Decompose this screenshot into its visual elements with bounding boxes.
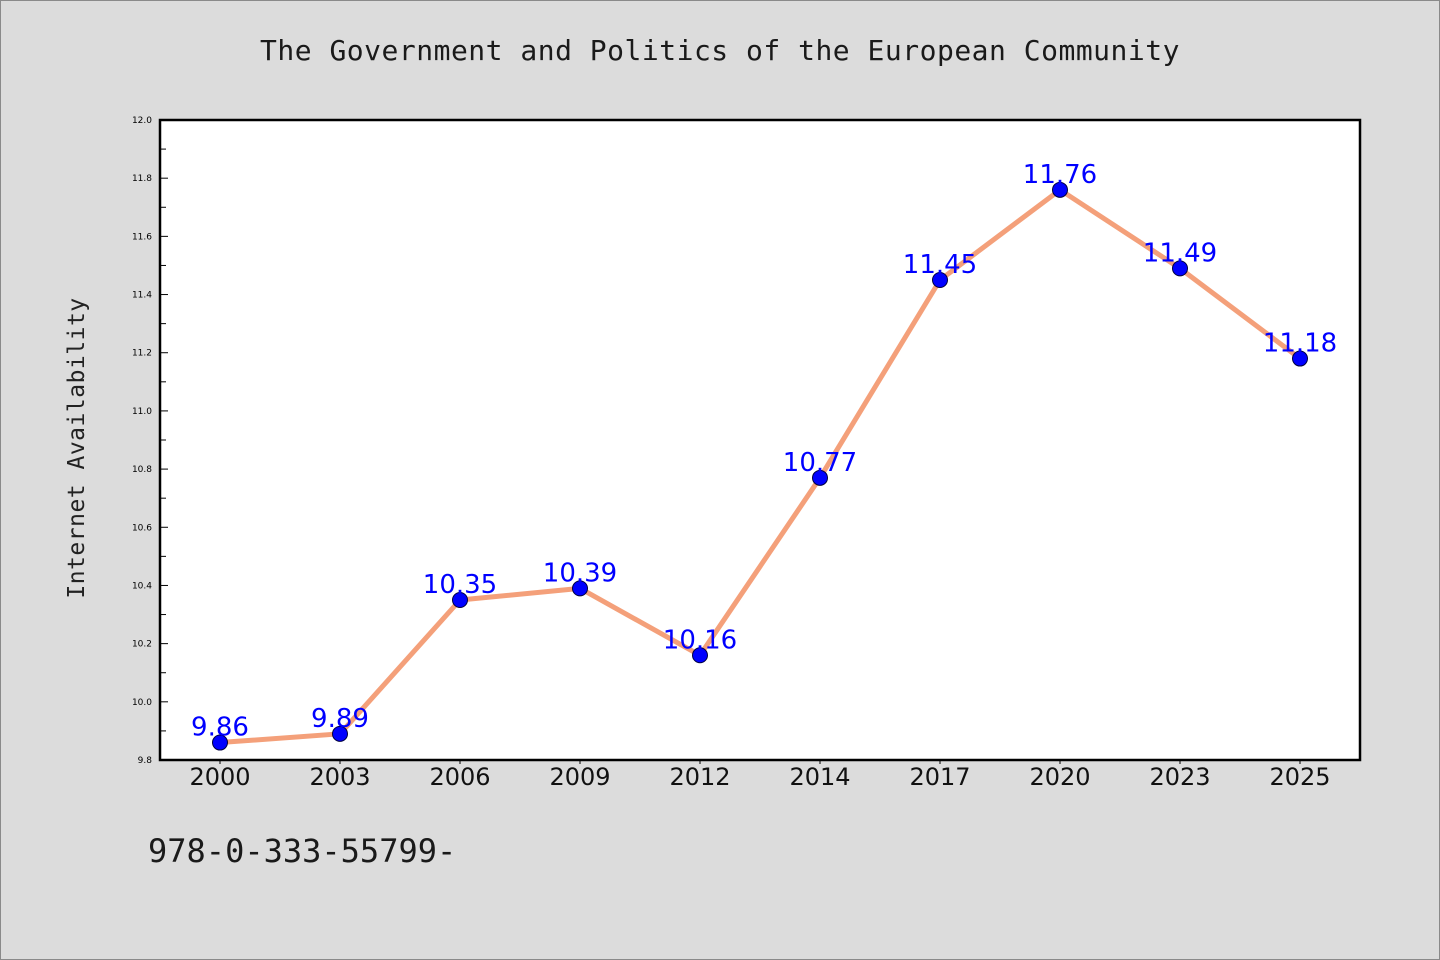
data-label: 10.39 <box>543 558 617 588</box>
y-tick-label: 10.6 <box>132 523 152 533</box>
x-tick-label: 2003 <box>309 763 370 791</box>
data-label: 10.77 <box>783 448 857 478</box>
data-point <box>932 272 948 288</box>
y-tick-label: 11.8 <box>132 174 152 184</box>
x-tick-label: 2009 <box>549 763 610 791</box>
data-label: 11.76 <box>1023 160 1097 190</box>
y-tick-label: 10.4 <box>132 581 152 591</box>
data-point <box>572 580 588 597</box>
isbn-text: 978-0-333-55799- <box>148 832 457 870</box>
y-tick-label: 11.2 <box>132 349 152 359</box>
y-tick-label: 9.8 <box>138 756 153 766</box>
series-line <box>217 187 1303 746</box>
data-point <box>1172 260 1188 277</box>
y-tick-label: 10.0 <box>132 698 152 708</box>
x-tick-label: 2012 <box>669 763 730 791</box>
data-point <box>452 592 468 608</box>
data-point <box>1052 181 1068 198</box>
y-tick-label: 11.6 <box>132 232 152 242</box>
x-tick-label: 2020 <box>1029 763 1090 791</box>
data-labels: 9.86 9.89 10.35 10.39 10.16 10.77 11.45 11.76 11… <box>191 160 1337 743</box>
y-tick-label: 11.4 <box>132 291 152 301</box>
series-layer <box>212 181 1308 751</box>
data-point <box>212 734 228 751</box>
data-label: 11.49 <box>1143 238 1217 268</box>
plot-border <box>158 118 1362 762</box>
x-tick-label: 2025 <box>1269 763 1330 791</box>
data-label: 11.18 <box>1263 329 1337 359</box>
chart-title: The Government and Politics of the Europ… <box>260 34 1180 67</box>
x-tick-label: 2014 <box>789 763 850 791</box>
x-tick-label: 2023 <box>1149 763 1210 791</box>
y-axis-label: Internet Availability <box>64 297 90 598</box>
data-label: 10.35 <box>423 570 497 600</box>
y-tick-label: 10.2 <box>132 640 152 650</box>
y-axis-ticks: 9.8 10.0 10.2 10.4 10.6 10.8 11.0 11.2 11.4 11.6 1… <box>132 116 168 766</box>
x-tick-label: 2006 <box>429 763 490 791</box>
data-label: 9.89 <box>311 704 369 734</box>
data-label: 11.45 <box>903 250 977 280</box>
data-point <box>812 469 828 486</box>
plot-area <box>160 120 1360 760</box>
data-label: 10.16 <box>663 625 737 655</box>
y-tick-label: 10.8 <box>132 465 152 475</box>
x-tick-label: 2017 <box>909 763 970 791</box>
y-tick-label: 12.0 <box>132 116 152 126</box>
x-tick-label: 2000 <box>189 763 250 791</box>
y-tick-label: 11.0 <box>132 407 152 417</box>
data-label: 9.86 <box>191 713 249 743</box>
x-axis-ticks: 2000 2003 2006 2009 2012 2014 2017 2020 2023 2025 <box>189 760 1331 791</box>
data-point <box>332 725 348 742</box>
data-point <box>1292 350 1308 367</box>
data-point <box>692 647 708 664</box>
